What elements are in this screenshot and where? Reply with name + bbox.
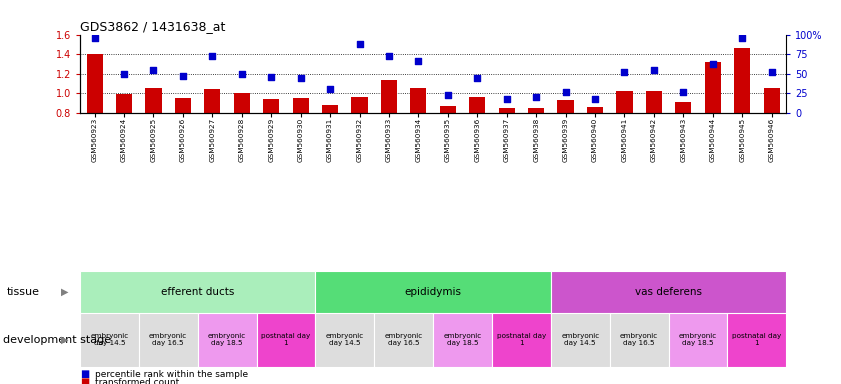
Text: epididymis: epididymis bbox=[405, 287, 462, 297]
Bar bbox=[440, 106, 456, 113]
Bar bbox=[551, 271, 786, 313]
Point bbox=[412, 58, 425, 64]
Text: embryonic
day 16.5: embryonic day 16.5 bbox=[384, 333, 423, 346]
Text: embryonic
day 16.5: embryonic day 16.5 bbox=[620, 333, 659, 346]
Bar bbox=[433, 313, 492, 367]
Bar bbox=[410, 88, 426, 113]
Bar bbox=[293, 98, 309, 113]
Point bbox=[558, 89, 572, 95]
Point bbox=[648, 68, 661, 74]
Text: embryonic
day 14.5: embryonic day 14.5 bbox=[325, 333, 364, 346]
Point bbox=[235, 71, 249, 77]
Point bbox=[323, 86, 336, 92]
Bar bbox=[675, 102, 691, 113]
Bar bbox=[705, 62, 721, 113]
Bar bbox=[616, 91, 632, 113]
Bar bbox=[374, 313, 433, 367]
Bar bbox=[646, 91, 662, 113]
Bar bbox=[257, 313, 315, 367]
Bar bbox=[315, 313, 374, 367]
Text: transformed count: transformed count bbox=[95, 377, 179, 384]
Text: embryonic
day 18.5: embryonic day 18.5 bbox=[679, 333, 717, 346]
Point bbox=[617, 69, 631, 75]
Bar bbox=[234, 93, 250, 113]
Bar bbox=[558, 100, 574, 113]
Point bbox=[735, 35, 748, 41]
Bar bbox=[551, 313, 610, 367]
Text: postnatal day
1: postnatal day 1 bbox=[497, 333, 546, 346]
Bar bbox=[764, 88, 780, 113]
Bar bbox=[315, 271, 551, 313]
Text: percentile rank within the sample: percentile rank within the sample bbox=[95, 370, 248, 379]
Bar bbox=[492, 313, 551, 367]
Point bbox=[441, 93, 454, 99]
Text: embryonic
day 16.5: embryonic day 16.5 bbox=[149, 333, 188, 346]
Bar bbox=[80, 271, 315, 313]
Bar bbox=[528, 108, 544, 113]
Bar bbox=[145, 88, 161, 113]
Point bbox=[353, 41, 367, 47]
Bar bbox=[727, 313, 786, 367]
Point bbox=[676, 89, 690, 95]
Bar bbox=[587, 107, 603, 113]
Text: efferent ducts: efferent ducts bbox=[161, 287, 235, 297]
Point bbox=[530, 94, 543, 100]
Text: tissue: tissue bbox=[7, 287, 40, 297]
Point bbox=[87, 35, 101, 41]
Point bbox=[294, 75, 308, 81]
Text: ■: ■ bbox=[80, 369, 89, 379]
Point bbox=[177, 73, 190, 79]
Text: embryonic
day 14.5: embryonic day 14.5 bbox=[561, 333, 600, 346]
Text: vas deferens: vas deferens bbox=[635, 287, 702, 297]
Text: ▶: ▶ bbox=[61, 287, 68, 297]
Text: postnatal day
1: postnatal day 1 bbox=[262, 333, 310, 346]
Bar bbox=[322, 105, 338, 113]
Text: ▶: ▶ bbox=[61, 335, 68, 345]
Point bbox=[471, 75, 484, 81]
Point bbox=[382, 53, 396, 60]
Text: embryonic
day 18.5: embryonic day 18.5 bbox=[443, 333, 482, 346]
Point bbox=[589, 96, 602, 103]
Bar bbox=[139, 313, 198, 367]
Bar bbox=[734, 48, 750, 113]
Point bbox=[117, 71, 131, 77]
Bar bbox=[669, 313, 727, 367]
Bar bbox=[204, 89, 220, 113]
Text: ■: ■ bbox=[80, 377, 89, 384]
Bar bbox=[116, 94, 132, 113]
Bar bbox=[352, 97, 368, 113]
Bar bbox=[610, 313, 669, 367]
Text: embryonic
day 18.5: embryonic day 18.5 bbox=[208, 333, 246, 346]
Point bbox=[264, 74, 278, 80]
Text: postnatal day
1: postnatal day 1 bbox=[733, 333, 781, 346]
Point bbox=[500, 96, 513, 102]
Bar bbox=[80, 313, 139, 367]
Point bbox=[205, 53, 219, 60]
Text: development stage: development stage bbox=[3, 335, 111, 345]
Text: GDS3862 / 1431638_at: GDS3862 / 1431638_at bbox=[80, 20, 225, 33]
Text: embryonic
day 14.5: embryonic day 14.5 bbox=[90, 333, 129, 346]
Bar bbox=[175, 98, 191, 113]
Bar bbox=[499, 108, 515, 113]
Bar bbox=[263, 99, 279, 113]
Bar bbox=[87, 54, 103, 113]
Bar bbox=[198, 313, 257, 367]
Point bbox=[146, 67, 160, 73]
Point bbox=[706, 61, 719, 67]
Point bbox=[765, 69, 779, 75]
Bar bbox=[469, 97, 485, 113]
Bar bbox=[381, 80, 397, 113]
